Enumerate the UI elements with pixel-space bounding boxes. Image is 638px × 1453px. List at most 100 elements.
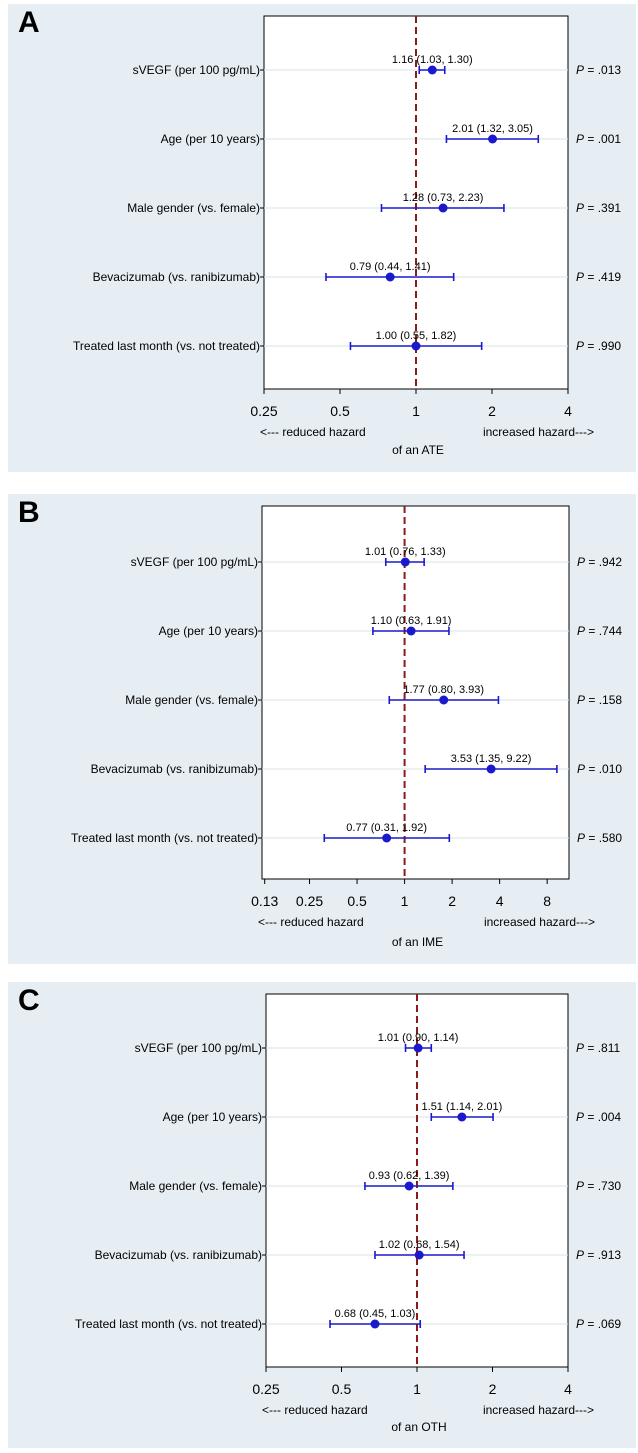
x-tick-label: 1 bbox=[412, 403, 420, 419]
row-label: sVEGF (per 100 pg/mL) bbox=[131, 555, 258, 569]
p-value: P = .004 bbox=[576, 1110, 621, 1124]
p-number: = .010 bbox=[585, 762, 622, 776]
p-prefix: P bbox=[577, 555, 585, 569]
forest-plot-c: sVEGF (per 100 pg/mL) 1.01 (0.90, 1.14) P … bbox=[75, 993, 621, 1434]
point-estimate bbox=[413, 1043, 423, 1053]
point-estimate bbox=[457, 1112, 467, 1122]
row-label: Treated last month (vs. not treated) bbox=[73, 339, 260, 353]
p-number: = .013 bbox=[584, 63, 621, 77]
x-tick-label: 0.25 bbox=[296, 893, 323, 909]
p-number: = .990 bbox=[584, 339, 621, 353]
estimate-label: 1.10 (0.63, 1.91) bbox=[371, 615, 452, 627]
point-estimate bbox=[439, 695, 449, 705]
panel-b: B sVEGF (per 100 pg/mL) 1.01 (0.76, 1.33)… bbox=[8, 494, 636, 964]
p-number: = .158 bbox=[585, 693, 622, 707]
estimate-label: 0.68 (0.45, 1.03) bbox=[335, 1308, 416, 1320]
x-label-right: increased hazard---> bbox=[484, 915, 595, 929]
p-prefix: P bbox=[576, 1317, 584, 1331]
p-prefix: P bbox=[576, 1110, 584, 1124]
estimate-label: 1.01 (0.76, 1.33) bbox=[365, 546, 446, 558]
panel-a: A sVEGF (per 100 pg/mL) 1.16 (1.03, 1.30)… bbox=[8, 4, 636, 472]
p-number: = .580 bbox=[585, 831, 622, 845]
forest-plot-a: sVEGF (per 100 pg/mL) 1.16 (1.03, 1.30) P … bbox=[73, 15, 621, 457]
x-tick-label: 0.5 bbox=[330, 403, 350, 419]
x-axis-caption: of an OTH bbox=[391, 1420, 446, 1434]
x-label-right: increased hazard---> bbox=[483, 425, 594, 439]
p-value: P = .744 bbox=[577, 624, 622, 638]
row-label: Treated last month (vs. not treated) bbox=[71, 831, 258, 845]
point-estimate bbox=[438, 203, 448, 213]
p-number: = .811 bbox=[584, 1041, 620, 1055]
p-value: P = .942 bbox=[577, 555, 622, 569]
x-tick-label: 4 bbox=[564, 403, 572, 419]
row-label: Age (per 10 years) bbox=[159, 624, 258, 638]
estimate-label: 1.01 (0.90, 1.14) bbox=[378, 1032, 459, 1044]
estimate-label: 0.77 (0.31, 1.92) bbox=[346, 822, 427, 834]
estimate-label: 0.93 (0.62, 1.39) bbox=[369, 1170, 450, 1182]
row-label: Bevacizumab (vs. ranibizumab) bbox=[95, 1248, 262, 1262]
p-number: = .419 bbox=[584, 270, 621, 284]
row-label: Bevacizumab (vs. ranibizumab) bbox=[91, 762, 258, 776]
x-tick-label: 0.5 bbox=[332, 1381, 352, 1397]
x-tick-label: 8 bbox=[543, 893, 551, 909]
p-prefix: P bbox=[576, 1248, 584, 1262]
row-label: sVEGF (per 100 pg/mL) bbox=[135, 1041, 262, 1055]
p-value: P = .158 bbox=[577, 693, 622, 707]
x-label-right: increased hazard---> bbox=[483, 1403, 594, 1417]
x-tick-label: 2 bbox=[448, 893, 456, 909]
point-estimate bbox=[370, 1319, 380, 1329]
estimate-label: 1.00 (0.55, 1.82) bbox=[376, 330, 457, 342]
estimate-label: 1.02 (0.68, 1.54) bbox=[379, 1239, 460, 1251]
estimate-label: 1.77 (0.80, 3.93) bbox=[403, 684, 484, 696]
row-label: sVEGF (per 100 pg/mL) bbox=[133, 63, 260, 77]
p-prefix: P bbox=[577, 624, 585, 638]
x-label-left: <--- reduced hazard bbox=[262, 1403, 368, 1417]
point-estimate bbox=[488, 134, 498, 144]
p-number: = .391 bbox=[584, 201, 621, 215]
point-estimate bbox=[400, 557, 410, 567]
row-label: Treated last month (vs. not treated) bbox=[75, 1317, 262, 1331]
row-label: Male gender (vs. female) bbox=[129, 1179, 262, 1193]
p-prefix: P bbox=[577, 693, 585, 707]
p-value: P = .391 bbox=[576, 201, 621, 215]
x-tick-label: 0.5 bbox=[347, 893, 367, 909]
row-label: Male gender (vs. female) bbox=[125, 693, 258, 707]
x-tick-label: 4 bbox=[496, 893, 504, 909]
forest-plot-b: sVEGF (per 100 pg/mL) 1.01 (0.76, 1.33) P … bbox=[71, 505, 622, 949]
x-tick-label: 2 bbox=[488, 403, 496, 419]
x-axis-caption: of an IME bbox=[392, 935, 443, 949]
x-tick-label: 4 bbox=[564, 1381, 572, 1397]
row-label: Bevacizumab (vs. ranibizumab) bbox=[93, 270, 260, 284]
x-tick-label: 2 bbox=[489, 1381, 497, 1397]
row-label: Male gender (vs. female) bbox=[127, 201, 260, 215]
p-prefix: P bbox=[576, 63, 584, 77]
estimate-label: 0.79 (0.44, 1.41) bbox=[350, 261, 431, 273]
p-prefix: P bbox=[576, 201, 584, 215]
point-estimate bbox=[411, 341, 421, 351]
p-value: P = .419 bbox=[576, 270, 621, 284]
p-value: P = .001 bbox=[576, 132, 621, 146]
panel-letter: C bbox=[18, 984, 40, 1017]
p-value: P = .013 bbox=[576, 63, 621, 77]
estimate-label: 1.16 (1.03, 1.30) bbox=[392, 54, 473, 66]
p-prefix: P bbox=[577, 762, 585, 776]
point-estimate bbox=[406, 626, 416, 636]
p-value: P = .010 bbox=[577, 762, 622, 776]
p-prefix: P bbox=[576, 1041, 584, 1055]
row-label: Age (per 10 years) bbox=[161, 132, 260, 146]
p-number: = .069 bbox=[584, 1317, 621, 1331]
plot-area bbox=[261, 505, 570, 880]
p-value: P = .730 bbox=[576, 1179, 621, 1193]
row-label: Age (per 10 years) bbox=[163, 1110, 262, 1124]
x-tick-label: 0.25 bbox=[252, 1381, 279, 1397]
p-value: P = .811 bbox=[576, 1041, 620, 1055]
point-estimate bbox=[404, 1181, 414, 1191]
p-value: P = .580 bbox=[577, 831, 622, 845]
x-tick-label: 1 bbox=[401, 893, 409, 909]
panel-c: C sVEGF (per 100 pg/mL) 1.01 (0.90, 1.14)… bbox=[8, 982, 636, 1448]
point-estimate bbox=[486, 764, 496, 774]
point-estimate bbox=[427, 65, 437, 75]
panel-letter: A bbox=[18, 6, 40, 39]
estimate-label: 1.51 (1.14, 2.01) bbox=[422, 1101, 503, 1113]
p-number: = .913 bbox=[584, 1248, 621, 1262]
